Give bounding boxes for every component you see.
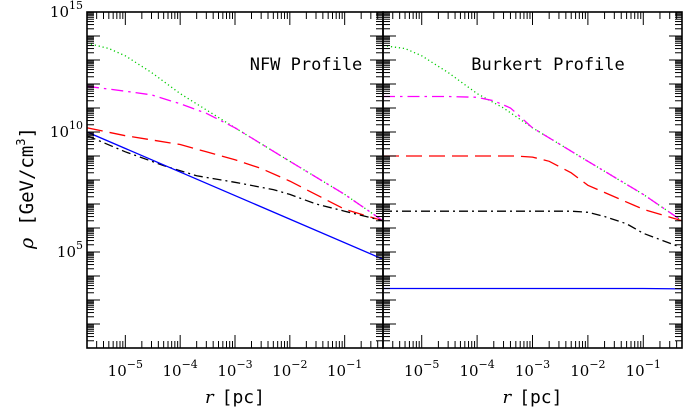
- series-group: [87, 42, 383, 260]
- y-axis-label-symbol: ρ: [16, 237, 38, 250]
- x-tick-label: 10−2: [570, 358, 605, 380]
- x-tick-label: 10−4: [459, 358, 494, 380]
- x-tick-label: 10−4: [163, 358, 198, 380]
- y-tick-label: 1015: [50, 0, 83, 21]
- series-line-dashdot: [87, 135, 383, 222]
- series-line-long-dash: [383, 155, 682, 222]
- series-line-dashdot: [383, 210, 682, 249]
- x-tick-label: 10−5: [108, 358, 143, 380]
- x-tick-label: 10−5: [404, 358, 439, 380]
- x-tick-label: 10−2: [272, 358, 307, 380]
- x-tick-label: 10−3: [217, 358, 252, 380]
- x-axis-label: r [pc]: [205, 387, 265, 408]
- series-line-long-dash: [87, 127, 383, 222]
- series-group: [383, 44, 682, 290]
- panel-title: Burkert Profile: [471, 55, 625, 75]
- x-tick-label: 10−3: [515, 358, 550, 380]
- x-tick-label: 10−1: [327, 358, 362, 380]
- series-line-dashdot-long: [87, 85, 383, 222]
- series-line-dashdot-long: [383, 95, 682, 222]
- series-line-dotted: [87, 42, 383, 222]
- panel-title: NFW Profile: [250, 55, 363, 75]
- y-tick-label: 1010: [50, 119, 83, 141]
- nfw-panel: 10−5 10−4 10−3 10−2 10−1 105 1010 1015 NFW Profi…: [50, 0, 384, 408]
- y-axis-label-superscript: 3: [14, 138, 28, 145]
- x-axis-label: r [pc]: [503, 387, 563, 408]
- y-axis-label-units: [GeV/cm: [16, 146, 38, 226]
- burkert-panel: 10−5 10−4 10−3 10−2 10−1 Burkert Profile r [pc]: [382, 11, 683, 408]
- y-tick-label: 105: [57, 239, 83, 261]
- svg-text:ρ [GeV/cm3]: ρ [GeV/cm3]: [14, 127, 38, 250]
- plot-frame: [382, 11, 683, 349]
- y-axis-label-bracket: ]: [16, 127, 38, 138]
- y-axis-label: ρ [GeV/cm3]: [14, 127, 38, 250]
- series-line-solid: [87, 131, 383, 260]
- x-tick-label: 10−1: [626, 358, 661, 380]
